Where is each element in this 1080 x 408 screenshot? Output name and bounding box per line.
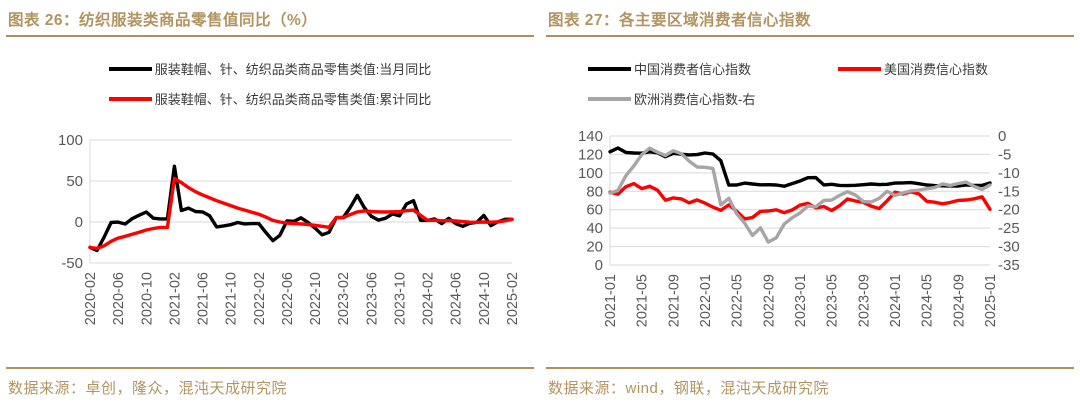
x-axis-tick-label: 2022-10 xyxy=(308,272,324,325)
y-axis-tick-label: 50 xyxy=(66,173,83,190)
legend-item: 服装鞋帽、针、纺织品类商品零售类值:累计同比 xyxy=(108,89,432,108)
panel-chart-27: 图表 27：各主要区域消费者信心指数 中国消费者信心指数 美国消费信心指数欧洲消费… xyxy=(540,0,1080,408)
legend-line-swatch xyxy=(588,96,631,101)
legend-line-swatch xyxy=(838,66,881,71)
x-axis-tick-label: 2021-05 xyxy=(635,274,651,327)
series-line xyxy=(608,146,992,188)
legend-label: 美国消费信心指数 xyxy=(884,62,989,77)
x-axis-tick-label: 2023-09 xyxy=(856,274,872,327)
y-axis-tick-label: 80 xyxy=(586,183,603,200)
legend-item: 欧洲消费信心指数-右 xyxy=(588,89,838,108)
x-axis-tick-label: 2022-05 xyxy=(730,274,746,327)
x-axis-tick-label: 2022-06 xyxy=(280,272,296,325)
legend-label: 欧洲消费信心指数-右 xyxy=(634,92,756,107)
y-axis-tick-label: 60 xyxy=(586,202,603,219)
x-axis-tick-label: 2021-09 xyxy=(666,274,682,327)
x-axis-tick-label: 2024-09 xyxy=(951,274,967,327)
y-axis-right-tick-label: -35 xyxy=(998,257,1020,274)
x-axis-tick-label: 2022-02 xyxy=(252,272,268,325)
x-axis-tick-label: 2023-02 xyxy=(336,272,352,325)
y-axis-right-tick-label: 0 xyxy=(998,128,1006,145)
x-axis-tick-label: 2025-01 xyxy=(983,274,999,327)
legend-item: 中国消费者信心指数 xyxy=(588,59,838,78)
series-line xyxy=(608,181,992,221)
y-axis-right-tick-label: -5 xyxy=(998,146,1011,163)
y-axis-tick-label: 40 xyxy=(586,220,603,237)
series-line xyxy=(88,164,514,253)
chart-27-source: 数据来源：wind，钢联，混沌天成研究院 xyxy=(546,367,1074,408)
y-axis-tick-label: 100 xyxy=(578,165,603,182)
x-axis-tick-label: 2024-01 xyxy=(888,274,904,327)
y-axis-right-tick-label: -30 xyxy=(998,239,1020,256)
y-axis-tick-label: 120 xyxy=(578,146,603,163)
legend-line-swatch xyxy=(108,96,152,101)
chart-26-title: 图表 26：纺织服装类商品零售值同比（%） xyxy=(6,0,534,37)
x-axis-tick-label: 2022-01 xyxy=(698,274,714,327)
x-axis-tick-label: 2025-02 xyxy=(505,272,521,325)
y-axis-tick-label: 100 xyxy=(58,132,83,149)
y-axis-tick-label: 0 xyxy=(75,214,83,231)
x-axis-tick-label: 2023-05 xyxy=(825,274,841,327)
legend-line-swatch xyxy=(588,66,631,71)
y-axis-right-tick-label: -10 xyxy=(998,165,1020,182)
x-axis-tick-label: 2021-01 xyxy=(603,274,619,327)
y-axis-tick-label: 0 xyxy=(595,257,603,274)
series-line xyxy=(608,146,992,244)
y-axis-right-tick-label: -25 xyxy=(998,220,1020,237)
y-axis-right-tick-label: -20 xyxy=(998,202,1020,219)
legend-label: 服装鞋帽、针、纺织品类商品零售类值:当月同比 xyxy=(154,62,432,77)
x-axis-tick-label: 2023-01 xyxy=(793,274,809,327)
chart-26-source: 数据来源：卓创，隆众，混沌天成研究院 xyxy=(6,367,534,408)
legend-label: 中国消费者信心指数 xyxy=(634,62,752,77)
x-axis-tick-label: 2024-10 xyxy=(477,272,493,325)
x-axis-tick-label: 2021-06 xyxy=(196,272,212,325)
panel-chart-26: 图表 26：纺织服装类商品零售值同比（%） 服装鞋帽、针、纺织品类商品零售类值:… xyxy=(6,0,534,408)
x-axis-tick-label: 2023-06 xyxy=(364,272,380,325)
x-axis-tick-label: 2020-02 xyxy=(83,272,99,325)
x-axis-tick-label: 2020-10 xyxy=(139,272,155,325)
x-axis-tick-label: 2024-06 xyxy=(449,272,465,325)
x-axis-tick-label: 2024-02 xyxy=(421,272,437,325)
x-axis-tick-label: 2022-09 xyxy=(761,274,777,327)
chart-27-plot: 1401201008060402000-5-10-15-20-25-30-352… xyxy=(578,128,1020,327)
y-axis-right-tick-label: -15 xyxy=(998,183,1020,200)
y-axis-tick-label: 20 xyxy=(586,239,603,256)
legend-item: 美国消费信心指数 xyxy=(838,59,988,78)
y-axis-tick-label: 140 xyxy=(578,128,603,145)
x-axis-tick-label: 2020-06 xyxy=(111,272,127,325)
chart-26-legend: 服装鞋帽、针、纺织品类商品零售类值:当月同比 服装鞋帽、针、纺织品类商品零售类值:… xyxy=(6,59,534,108)
chart-27-legend: 中国消费者信心指数 美国消费信心指数欧洲消费信心指数-右 xyxy=(546,59,1074,108)
x-axis-tick-label: 2021-10 xyxy=(224,272,240,325)
x-axis-tick-label: 2021-02 xyxy=(167,272,183,325)
y-axis-tick-label: -50 xyxy=(61,255,83,272)
series-line xyxy=(88,176,514,251)
x-axis-tick-label: 2024-05 xyxy=(920,274,936,327)
chart-27-title: 图表 27：各主要区域消费者信心指数 xyxy=(546,0,1074,37)
legend-item: 服装鞋帽、针、纺织品类商品零售类值:当月同比 xyxy=(108,59,432,78)
legend-line-swatch xyxy=(108,66,152,71)
x-axis-tick-label: 2023-10 xyxy=(392,272,408,325)
legend-label: 服装鞋帽、针、纺织品类商品零售类值:累计同比 xyxy=(154,92,432,107)
